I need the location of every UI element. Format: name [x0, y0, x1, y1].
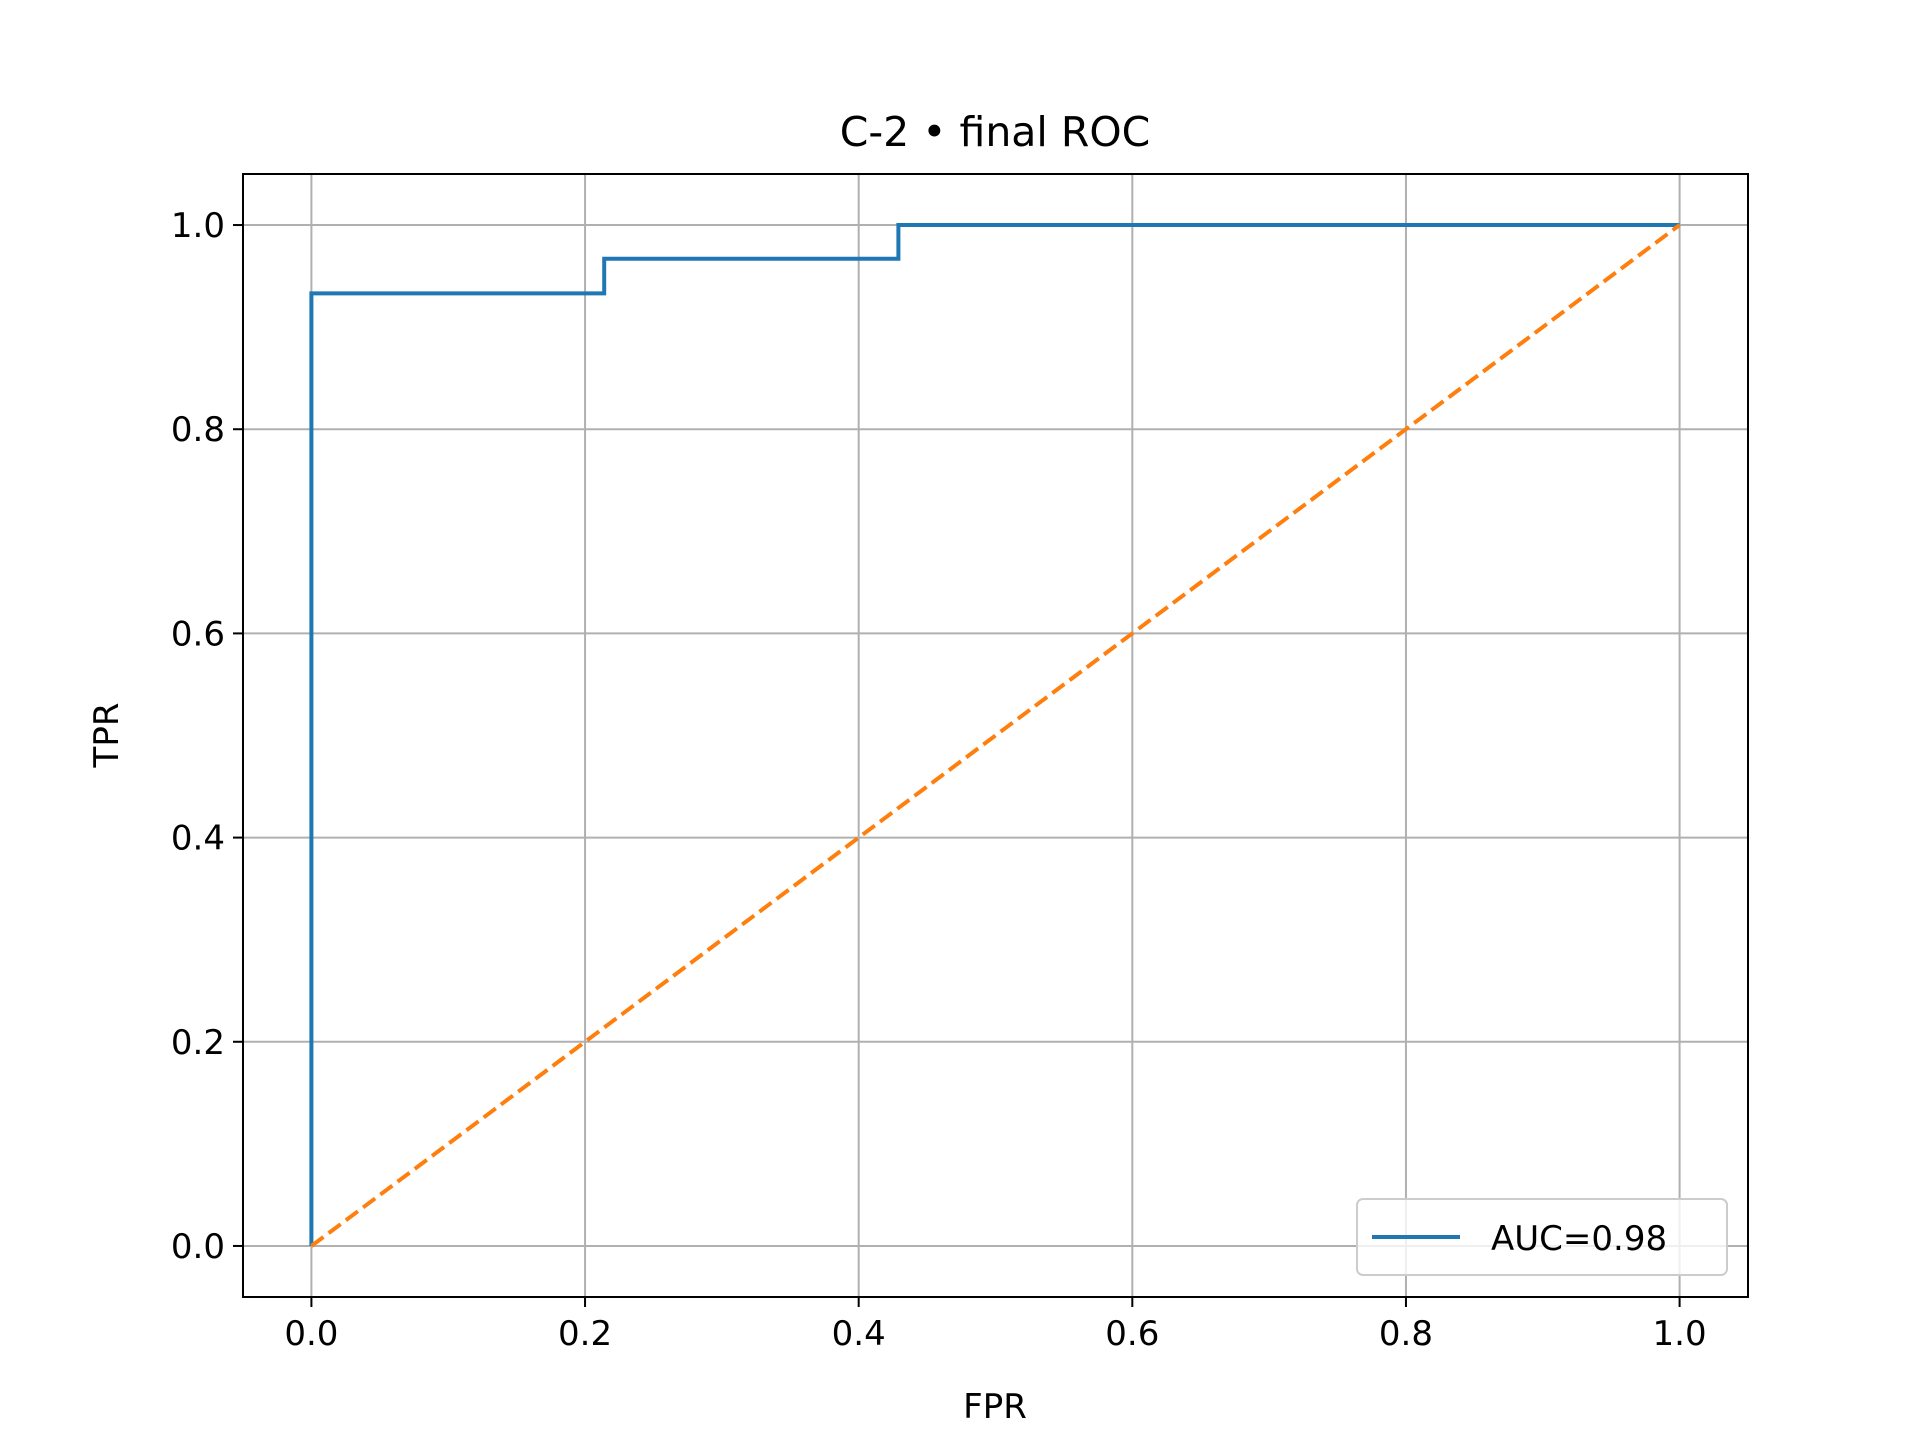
series-lines	[309, 223, 1681, 1248]
y-tick-label: 0.2	[171, 1023, 225, 1063]
x-tick-label: 0.4	[832, 1314, 886, 1354]
y-tick-label: 0.6	[171, 614, 225, 654]
axis-ticks: 0.0 0.2 0.4 0.6 0.8 1.0 0.0 0.2 0.4 0.6 0.8 1.0	[171, 206, 1707, 1354]
y-tick-label: 0.0	[171, 1227, 225, 1267]
chart-title: C-2 • final ROC	[840, 108, 1151, 156]
y-axis-label: TPR	[87, 703, 127, 769]
chance-diagonal-line	[310, 223, 1681, 1248]
y-tick-label: 0.8	[171, 410, 225, 450]
y-tick-label: 1.0	[171, 206, 225, 246]
x-tick-label: 0.6	[1105, 1314, 1159, 1354]
x-tick-label: 0.2	[558, 1314, 612, 1354]
y-tick-label: 0.4	[171, 819, 225, 859]
plot-frame	[242, 173, 1749, 1298]
legend-box	[1356, 1198, 1728, 1276]
x-tick-label: 0.8	[1379, 1314, 1433, 1354]
x-tick-label: 1.0	[1653, 1314, 1707, 1354]
legend-label-auc: AUC=0.98	[1491, 1219, 1667, 1259]
roc-curve-line	[309, 223, 1680, 1246]
x-tick-label: 0.0	[284, 1314, 338, 1354]
legend: AUC=0.98	[1356, 1198, 1728, 1276]
x-axis-label: FPR	[963, 1387, 1027, 1427]
